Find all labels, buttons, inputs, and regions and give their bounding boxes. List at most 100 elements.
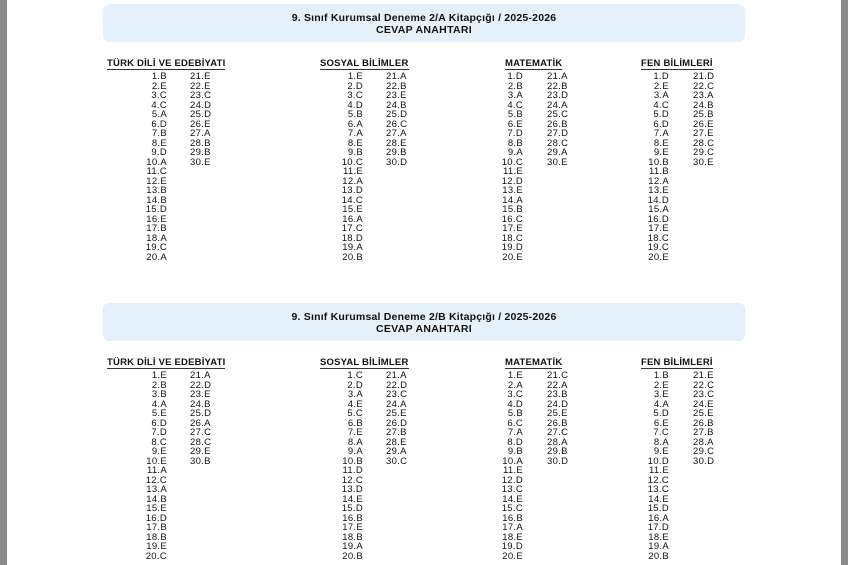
answer: 2.B: [151, 379, 167, 391]
section-heading: FEN BİLİMLERİ: [641, 357, 713, 369]
answer: 29.A: [547, 147, 568, 158]
answer: 28.E: [386, 137, 407, 149]
answer: 5.E: [151, 408, 167, 419]
answer: 9.A: [507, 147, 523, 158]
answer: 25.E: [386, 408, 407, 419]
answer: 12.E: [146, 175, 167, 187]
answer: 11.E: [648, 465, 669, 476]
answer: 3.E: [653, 389, 669, 400]
page-edge: [841, 0, 848, 565]
answer: 18.C: [647, 232, 669, 244]
answer: 28.C: [190, 436, 212, 448]
answer: 24.A: [386, 398, 407, 410]
answer: 17.C: [341, 223, 363, 234]
answer: 26.B: [547, 417, 568, 429]
answer: 3.C: [347, 90, 363, 101]
answer: 27.B: [386, 427, 407, 438]
answer: 14.A: [502, 194, 523, 206]
answer: 12.A: [342, 175, 363, 187]
answer: 2.D: [347, 379, 363, 391]
answer: 28.C: [547, 137, 569, 149]
answer: 24.B: [693, 99, 714, 111]
answer: 17.B: [146, 522, 167, 533]
answer: 19.A: [342, 541, 363, 552]
answer: 24.D: [190, 99, 212, 111]
answer: 14.C: [341, 194, 363, 206]
answer: 15.A: [648, 204, 669, 215]
answer: 16.B: [342, 512, 363, 524]
answer: 22.C: [693, 379, 715, 391]
answer: 9.E: [653, 446, 669, 457]
answer: 6.D: [653, 118, 669, 130]
booklet-subtitle: CEVAP ANAHTARI: [376, 24, 472, 36]
answer: 28.B: [190, 137, 211, 149]
answer: 30.E: [547, 156, 568, 168]
answer: 21.D: [693, 71, 715, 82]
answer: 10.E: [146, 455, 167, 467]
answer: 19.A: [342, 242, 363, 253]
answer: 25.D: [190, 408, 212, 419]
answer: 30.D: [547, 455, 569, 467]
answer: 15.C: [501, 503, 523, 514]
answer: 5.B: [347, 109, 363, 120]
answer: 27.B: [693, 427, 714, 438]
answer: 14.E: [648, 493, 669, 505]
answer: 21.A: [190, 370, 211, 381]
answer: 26.E: [190, 118, 211, 130]
answer: 13.E: [502, 185, 523, 196]
answer: 30.D: [693, 455, 715, 467]
answer: 23.D: [547, 90, 569, 101]
answer: 15.D: [341, 503, 363, 514]
answer: 7.D: [151, 427, 167, 438]
answer: 25.B: [693, 109, 714, 120]
answer: 17.E: [502, 223, 523, 234]
answer: 16.D: [647, 213, 669, 225]
answer: 3.C: [507, 389, 523, 400]
answer: 17.E: [648, 223, 669, 234]
answer: 10.B: [648, 156, 669, 168]
answer: 10.D: [647, 455, 669, 467]
answer: 22.D: [190, 379, 212, 391]
answer: 2.B: [507, 80, 523, 92]
answer: 20.E: [502, 251, 523, 263]
answer: 18.C: [501, 232, 523, 244]
answer: 28.C: [693, 137, 715, 149]
answer: 22.B: [547, 80, 568, 92]
answer: 11.D: [342, 465, 363, 476]
answer: 7.A: [653, 128, 669, 139]
answer: 26.D: [386, 417, 408, 429]
answer: 4.D: [507, 398, 523, 410]
answer: 24.D: [547, 398, 569, 410]
answer: 30.E: [190, 156, 211, 168]
answer: 11.B: [648, 166, 669, 177]
answer: 24.B: [386, 99, 407, 111]
answer: 21.E: [693, 370, 714, 381]
answer: 13.C: [647, 484, 669, 495]
answer: 2.E: [151, 80, 167, 92]
answer: 20.A: [146, 251, 167, 263]
answer: 16.A: [342, 213, 363, 225]
answer: 6.A: [347, 118, 363, 130]
answer: 10.C: [501, 156, 523, 168]
answer: 1.B: [653, 370, 669, 381]
answer: 4.C: [151, 99, 167, 111]
section-heading: TÜRK DİLİ VE EDEBİYATI: [107, 58, 226, 70]
answer: 14.E: [342, 493, 363, 505]
answer: 26.B: [693, 417, 714, 429]
answer: 5.A: [151, 109, 167, 120]
answer: 4.A: [151, 398, 167, 410]
answer: 5.C: [347, 408, 363, 419]
answer: 9.E: [151, 446, 167, 457]
answer: 20.E: [648, 251, 669, 263]
booklet-title: 9. Sınıf Kurumsal Deneme 2/B Kitapçığı /…: [291, 311, 557, 323]
answer: 30.D: [386, 156, 408, 168]
answer: 23.C: [693, 389, 715, 400]
booklet-header: 9. Sınıf Kurumsal Deneme 2/B Kitapçığı /…: [103, 303, 745, 341]
answer: 22.D: [386, 379, 408, 391]
answer: 4.A: [653, 398, 669, 410]
answer: 25.E: [547, 408, 568, 419]
answer: 30.C: [386, 455, 408, 467]
answer: 15.E: [342, 204, 363, 215]
answer: 11.C: [146, 166, 167, 177]
answer: 15.E: [146, 503, 167, 514]
